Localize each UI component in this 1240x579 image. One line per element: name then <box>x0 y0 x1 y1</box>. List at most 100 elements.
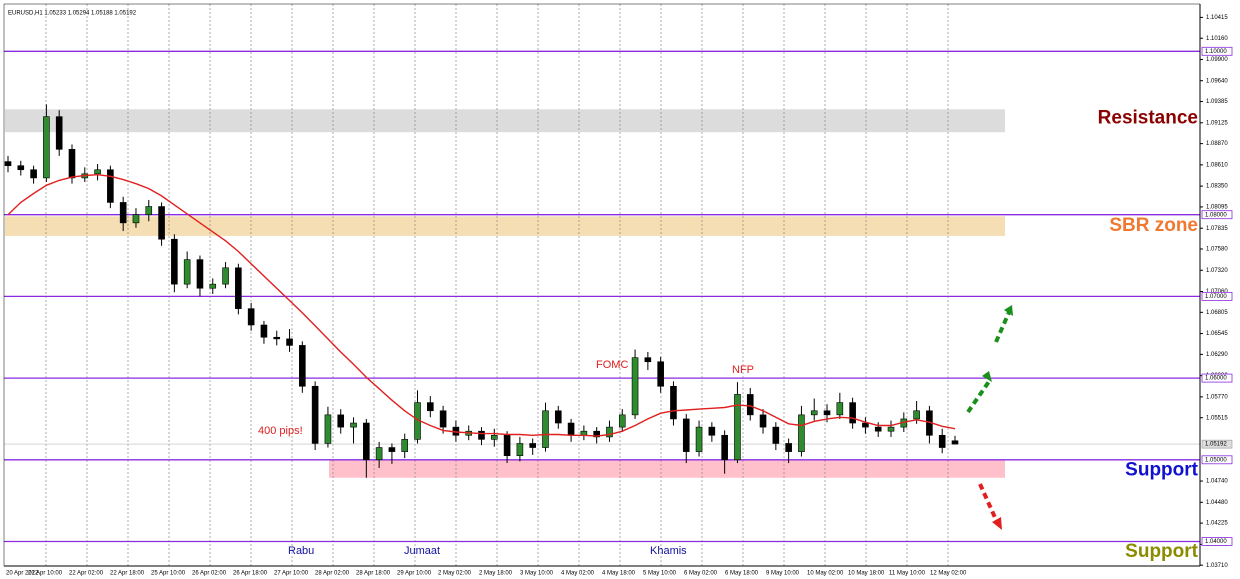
candle-body <box>260 324 268 338</box>
x-tick-label: 28 Apr 18:00 <box>356 571 391 577</box>
candle-body <box>68 149 76 179</box>
candle-body <box>503 434 511 457</box>
y-tick-label: 1.10415 <box>1206 15 1228 21</box>
candle-body <box>363 422 370 461</box>
arrow-down <box>978 483 999 523</box>
candle-body <box>708 426 716 436</box>
y-tick-label: 1.10160 <box>1206 36 1228 42</box>
candle-body <box>618 414 626 428</box>
zone <box>5 109 1005 133</box>
arrow-head <box>982 371 992 382</box>
candle-body <box>158 206 165 240</box>
x-tick-label: 20 Apr 2022 <box>6 571 39 577</box>
candle-body <box>375 447 383 461</box>
candle-body <box>299 345 306 387</box>
y-tick-label: 1.04740 <box>1206 479 1228 485</box>
y-tick-label: 1.06805 <box>1206 310 1228 316</box>
candle-body <box>478 430 485 440</box>
candle-body <box>887 426 895 432</box>
annotation: Support <box>1125 541 1198 562</box>
x-tick-label: 10 May 18:00 <box>848 571 885 577</box>
candle-body <box>4 161 12 166</box>
x-tick-label: 25 Apr 10:00 <box>151 571 186 577</box>
candle-body <box>542 410 549 448</box>
arrow-up <box>966 378 992 414</box>
candle-body <box>55 116 63 150</box>
y-tick-label: 1.09125 <box>1206 120 1228 126</box>
level-label-box <box>1201 210 1233 220</box>
candle-body <box>721 434 728 461</box>
candle-body <box>823 410 831 416</box>
note: FOMC <box>596 359 628 371</box>
moving-average <box>7 173 956 437</box>
zone <box>329 459 1005 478</box>
candle-body <box>644 357 652 363</box>
candle-body <box>30 169 37 179</box>
x-tick-label: 26 Apr 02:00 <box>192 571 227 577</box>
x-tick-label: 2 May 18:00 <box>479 571 513 577</box>
y-tick-label: 1.08350 <box>1206 184 1228 190</box>
arrow-head <box>1004 305 1013 316</box>
level-label-box <box>1201 537 1233 546</box>
note: Jumaat <box>404 545 440 557</box>
candle-body <box>247 308 255 326</box>
x-tick-label: 3 May 10:00 <box>520 571 554 577</box>
y-tick-label: 1.08610 <box>1206 162 1228 168</box>
candle-body <box>772 426 780 444</box>
y-tick-label: 1.08095 <box>1206 205 1228 211</box>
candle-body <box>490 434 498 440</box>
x-tick-label: 21 Apr 10:00 <box>28 571 63 577</box>
y-tick-label: 1.05770 <box>1206 394 1228 400</box>
candle-body <box>273 336 281 340</box>
y-tick-label: 1.07320 <box>1206 268 1228 274</box>
candle-body <box>682 418 690 452</box>
note: Khamis <box>650 545 687 557</box>
x-tick-label: 9 May 10:00 <box>766 571 800 577</box>
candle-body <box>836 402 844 416</box>
level-label: 1.06000 <box>1205 376 1227 382</box>
y-tick-label: 1.05515 <box>1206 415 1228 421</box>
candle-body <box>388 447 396 452</box>
candle-body <box>222 267 229 285</box>
candle-body <box>311 385 319 444</box>
candle-body <box>196 259 204 289</box>
candle-body <box>606 426 613 438</box>
chart-header: EURUSD,H1 1.05233 1.05294 1.05188 1.0519… <box>8 11 137 17</box>
level-label: 1.05000 <box>1205 457 1227 463</box>
candle-body <box>874 426 882 432</box>
y-tick-label: 1.06545 <box>1206 331 1228 337</box>
candle-body <box>209 283 217 289</box>
y-tick-label: 1.07835 <box>1206 226 1228 232</box>
y-tick-label: 1.06290 <box>1206 352 1228 358</box>
candle-body <box>235 267 242 309</box>
x-tick-label: 29 Apr 10:00 <box>397 571 432 577</box>
candle-body <box>107 169 114 203</box>
candle-body <box>324 414 332 444</box>
level-label: 1.08000 <box>1205 212 1227 218</box>
candle-body <box>17 165 25 171</box>
note: Rabu <box>288 545 314 557</box>
current-price-label: 1.05192 <box>1205 442 1227 448</box>
x-tick-label: 4 May 18:00 <box>602 571 636 577</box>
candle-body <box>183 259 191 285</box>
y-tick-label: 1.08870 <box>1206 141 1228 147</box>
level-label: 1.04000 <box>1205 539 1227 545</box>
x-tick-label: 4 May 02:00 <box>561 571 595 577</box>
level-label: 1.07000 <box>1205 294 1227 300</box>
x-tick-label: 11 May 10:00 <box>889 571 926 577</box>
annotation: Resistance <box>1098 107 1198 128</box>
y-tick-label: 1.07580 <box>1206 247 1228 253</box>
y-tick-label: 1.04480 <box>1206 500 1228 506</box>
candle-body <box>734 394 741 461</box>
current-price-box <box>1201 439 1233 449</box>
level-label-box <box>1201 46 1233 56</box>
candle-body <box>695 426 703 452</box>
candle-body <box>849 402 856 424</box>
candle-body <box>862 422 869 428</box>
candle-body <box>951 440 959 445</box>
candle-body <box>631 357 639 416</box>
candle-body <box>171 238 178 285</box>
candle-body <box>785 443 792 452</box>
candle-body <box>657 361 664 387</box>
